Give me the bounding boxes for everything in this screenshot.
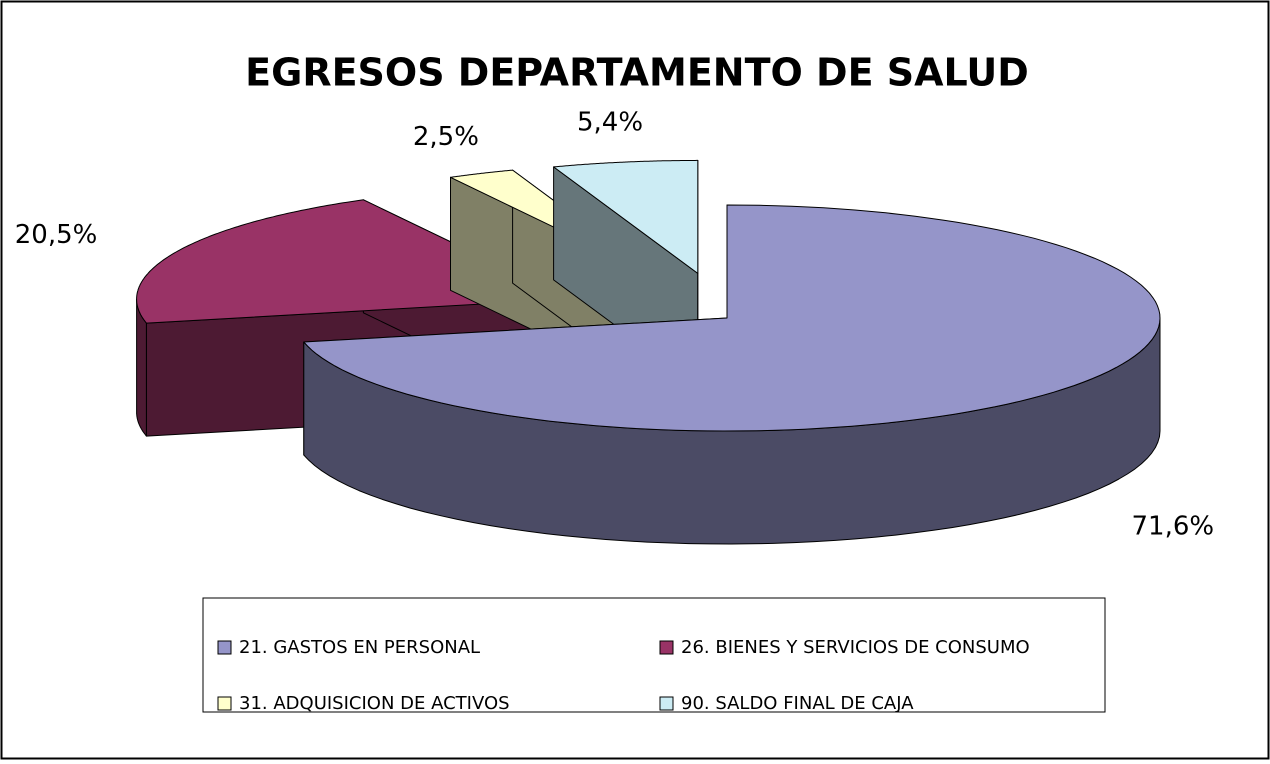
chart-title: EGRESOS DEPARTAMENTO DE SALUD: [245, 51, 1029, 95]
slice-top: [553, 159, 699, 274]
legend-swatch: [217, 696, 232, 711]
data-label: 20,5%: [15, 220, 98, 250]
legend-label: 26. BIENES Y SERVICIOS DE CONSUMO: [681, 637, 1030, 658]
legend-swatch: [659, 696, 674, 711]
pie: [136, 159, 1161, 545]
legend-items: 21. GASTOS EN PERSONAL 26. BIENES Y SERVI…: [217, 637, 1030, 714]
data-label: 71,6%: [1131, 511, 1214, 541]
data-label: 5,4%: [577, 108, 643, 138]
legend-swatch: [659, 640, 674, 655]
legend-label: 31. ADQUISICION DE ACTIVOS: [239, 693, 510, 714]
data-label: 2,5%: [413, 122, 479, 152]
pie-slice: [303, 204, 1161, 545]
legend: [202, 597, 1106, 713]
legend-swatch: [217, 640, 232, 655]
legend-label: 90. SALDO FINAL DE CAJA: [681, 693, 914, 714]
slice-top: [303, 204, 1161, 432]
legend-label: 21. GASTOS EN PERSONAL: [239, 637, 480, 658]
